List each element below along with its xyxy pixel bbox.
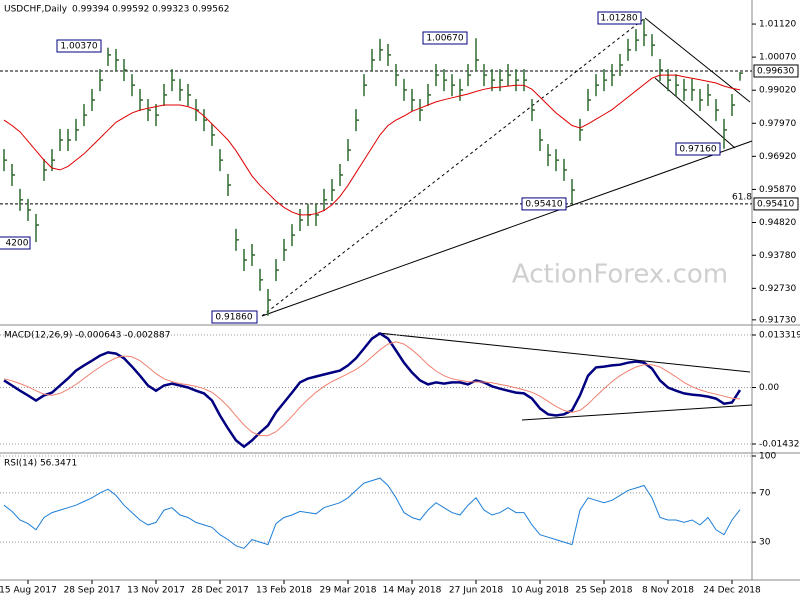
annotation: 0.95410 bbox=[525, 199, 562, 209]
x-tick-label: 13 Feb 2018 bbox=[256, 586, 312, 596]
annotation-box bbox=[597, 11, 642, 25]
trend-line bbox=[261, 17, 646, 317]
y-tick-label: 1.01120 bbox=[759, 20, 796, 30]
annotation: 1.00370 bbox=[60, 42, 97, 52]
x-tick-label: 27 Jun 2018 bbox=[449, 586, 503, 596]
y-tick-label: 30 bbox=[759, 538, 771, 548]
x-tick-label: 24 Dec 2018 bbox=[703, 586, 761, 596]
trend-line bbox=[521, 404, 753, 421]
annotation-box bbox=[211, 310, 258, 324]
y-tick-label: 0.95870 bbox=[759, 185, 796, 195]
y-tick-label: 0.94820 bbox=[759, 218, 796, 228]
panel-title: MACD(12,26,9) -0.000643 -0.002887 bbox=[4, 331, 170, 341]
y-tick-label: 0.91730 bbox=[759, 315, 796, 325]
y-tick-label: 0.99020 bbox=[759, 86, 796, 96]
y-tick-label: 0.013319 bbox=[759, 331, 800, 341]
y-tick-label: 70 bbox=[759, 488, 771, 498]
y-tick-label: 0.00 bbox=[759, 383, 779, 393]
series-line bbox=[3, 74, 741, 216]
series-line bbox=[3, 477, 741, 549]
price-label: 0.95410 bbox=[757, 199, 794, 209]
price-label-box bbox=[753, 197, 799, 211]
x-tick-label: 15 Aug 2017 bbox=[0, 586, 57, 596]
trend-line bbox=[377, 332, 751, 373]
annotation-box bbox=[675, 142, 721, 156]
annotation: 61.8 bbox=[732, 193, 752, 203]
panel-subtitle: 0.99394 0.99592 0.99323 0.99562 bbox=[72, 5, 229, 15]
y-tick-label: 1.00070 bbox=[759, 53, 796, 63]
annotation: 1.01280 bbox=[600, 14, 637, 24]
y-tick-label: -0.014323 bbox=[759, 440, 800, 450]
annotation: 0.97160 bbox=[679, 145, 716, 155]
y-tick-label: 0.93780 bbox=[759, 251, 796, 261]
annotation-box bbox=[0, 236, 31, 250]
annotation: 0.91860 bbox=[215, 313, 252, 323]
trend-line bbox=[261, 140, 753, 317]
y-tick-label: 100 bbox=[759, 452, 776, 462]
panel-title: RSI(14) 56.3471 bbox=[4, 459, 77, 469]
annotation-box bbox=[521, 197, 567, 211]
panel-title: USDCHF,Daily bbox=[4, 5, 68, 15]
x-tick-label: 29 Mar 2018 bbox=[319, 586, 376, 596]
y-tick-label: 0.92730 bbox=[759, 284, 796, 294]
x-tick-label: 10 Aug 2018 bbox=[511, 586, 569, 596]
price-label: 0.99630 bbox=[757, 66, 794, 76]
y-tick-label: 0.96920 bbox=[759, 152, 796, 162]
annotation: 4200 bbox=[6, 239, 29, 249]
series-line bbox=[3, 332, 742, 449]
watermark: ActionForex.com bbox=[512, 260, 728, 290]
x-tick-label: 14 May 2018 bbox=[383, 586, 442, 596]
x-tick-label: 13 Nov 2017 bbox=[127, 586, 185, 596]
y-tick-label: 0.97970 bbox=[759, 119, 796, 129]
x-tick-label: 28 Dec 2017 bbox=[191, 586, 249, 596]
series-line bbox=[3, 341, 741, 437]
annotation-box bbox=[56, 39, 102, 53]
x-tick-label: 25 Sep 2018 bbox=[575, 586, 632, 596]
annotation: 1.00670 bbox=[426, 34, 463, 44]
x-tick-label: 28 Sep 2017 bbox=[63, 586, 120, 596]
x-tick-label: 8 Nov 2018 bbox=[642, 586, 694, 596]
price-label-box bbox=[753, 64, 799, 78]
annotation-box bbox=[422, 31, 468, 45]
